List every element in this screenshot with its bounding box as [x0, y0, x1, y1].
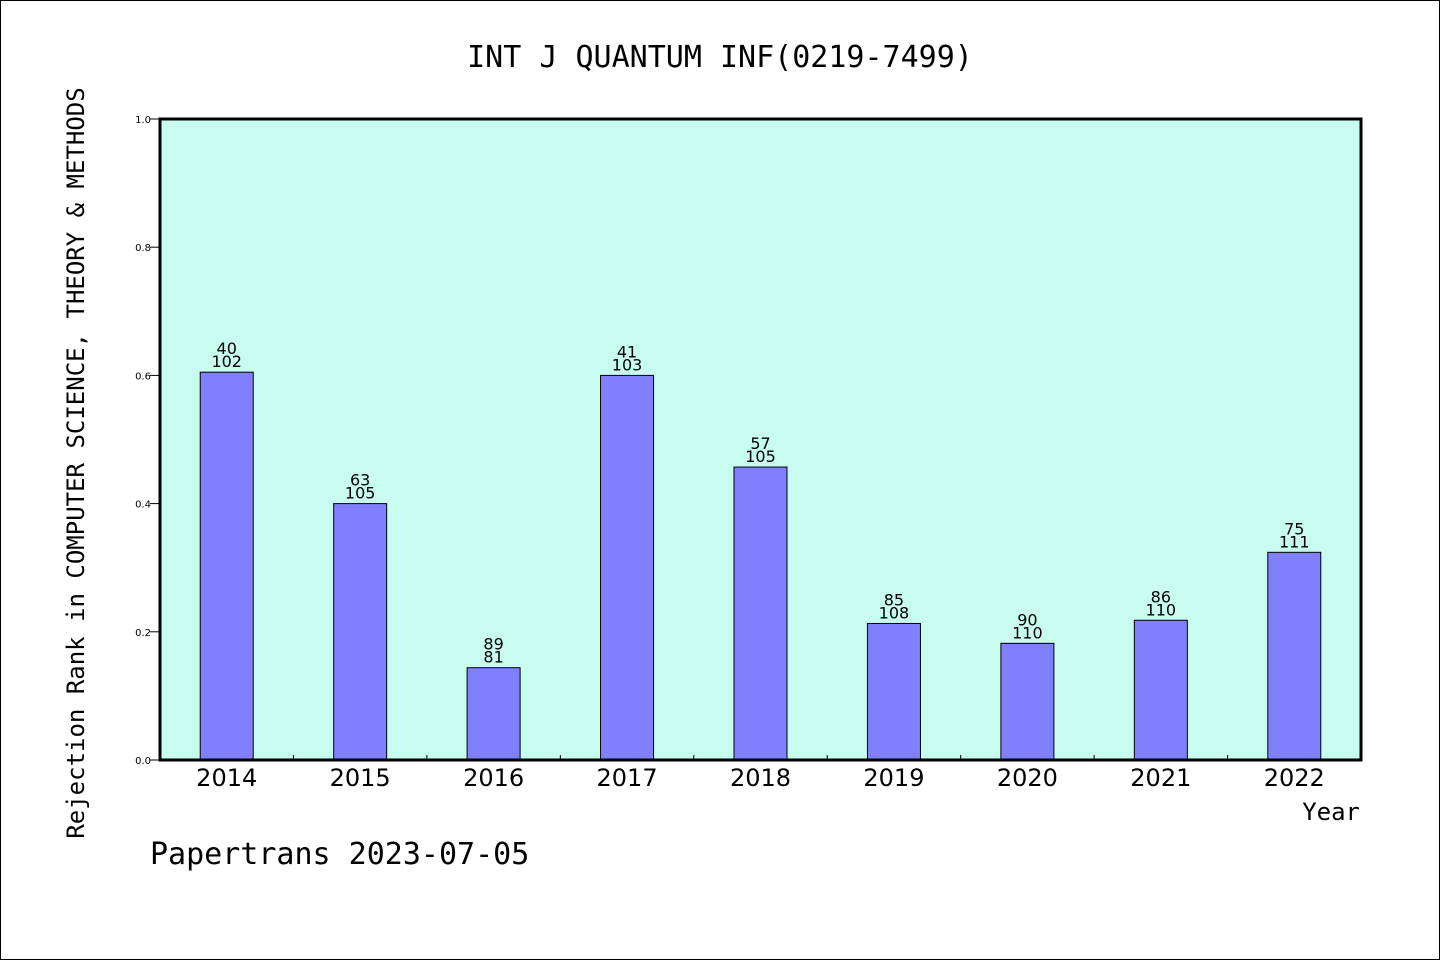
bar-total-label: 105 — [745, 447, 776, 466]
bar-2019 — [866, 622, 921, 761]
bar-total-label: 81 — [483, 648, 503, 667]
bar-2018 — [733, 466, 788, 761]
x-axis-label: Year — [1302, 798, 1360, 826]
bar-rank-label: 89 — [483, 635, 503, 654]
x-tick-label: 2018 — [730, 764, 791, 792]
y-tick-label: 0.0 — [135, 756, 151, 767]
bar-2016 — [466, 667, 521, 761]
y-tick-label: 0.2 — [135, 628, 151, 639]
bar-2021 — [1133, 619, 1188, 761]
bar-rank-label: 75 — [1284, 519, 1304, 538]
bar-2022 — [1267, 551, 1322, 761]
bar-rank-label: 63 — [350, 471, 370, 490]
chart-title: INT J QUANTUM INF(0219-7499) — [467, 40, 973, 75]
x-tick-label: 2014 — [196, 764, 257, 792]
bar-rank-label: 86 — [1151, 587, 1171, 606]
bar-2020 — [1000, 642, 1055, 761]
bars — [199, 371, 1322, 761]
bar-total-label: 105 — [345, 484, 376, 503]
y-tick-label: 0.6 — [135, 371, 151, 382]
bar-rank-label: 41 — [617, 342, 637, 361]
bar-2015 — [333, 503, 388, 761]
bar-total-label: 110 — [1012, 623, 1043, 642]
y-tick-label: 1.0 — [135, 115, 151, 126]
bar-total-label: 103 — [612, 355, 643, 374]
bar-total-label: 102 — [211, 352, 242, 371]
plot-border — [158, 117, 1363, 762]
y-axis-label: Rejection Rank in COMPUTER SCIENCE, THEO… — [62, 87, 90, 838]
bar-rank-label: 40 — [217, 339, 237, 358]
x-tick-label: 2020 — [997, 764, 1058, 792]
x-tick-label: 2016 — [463, 764, 524, 792]
bar-total-label: 110 — [1146, 600, 1177, 619]
bar-rank-label: 90 — [1017, 610, 1037, 629]
bar-total-label: 111 — [1279, 532, 1310, 551]
x-tick-label: 2017 — [597, 764, 658, 792]
x-tick-label: 2015 — [330, 764, 391, 792]
x-tick-label: 2022 — [1264, 764, 1325, 792]
bar-rank-label: 57 — [750, 434, 770, 453]
bar-2014 — [199, 371, 254, 761]
x-tick-label: 2019 — [863, 764, 924, 792]
x-axis-ticks: 2014 2015 2016 2017 2018 2019 2020 2021 2022 — [196, 755, 1325, 792]
bar-2017 — [600, 374, 655, 761]
bar-rank-label: 85 — [884, 590, 904, 609]
y-axis-ticks: 0.0 0.2 0.4 0.6 0.8 1.0 — [135, 115, 160, 767]
bar-total-label: 108 — [879, 603, 910, 622]
y-tick-label: 0.4 — [135, 500, 151, 511]
x-tick-label: 2021 — [1130, 764, 1191, 792]
y-tick-label: 0.8 — [135, 243, 151, 254]
watermark: Papertrans 2023-07-05 — [150, 837, 529, 872]
